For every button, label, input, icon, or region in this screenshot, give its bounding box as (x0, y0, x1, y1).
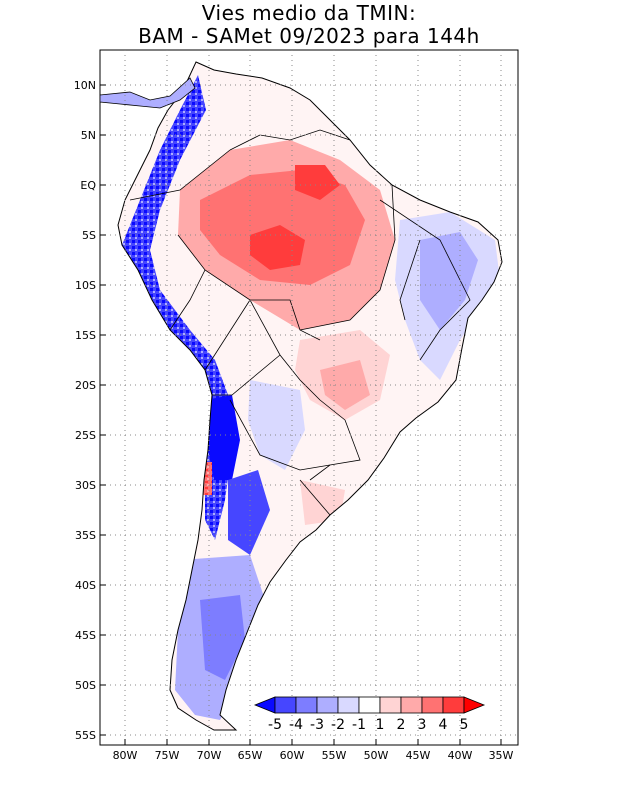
colorbar-label: 5 (460, 717, 469, 733)
colorbar-swatch (316, 696, 339, 714)
x-tick-label: 75W (155, 749, 180, 762)
colorbar-swatch (337, 696, 360, 714)
plot-title-line2: BAM - SAMet 09/2023 para 144h (138, 24, 480, 48)
cold-region-patagonia-core (200, 595, 245, 680)
plot-title-line1: Vies medio da TMIN: (201, 1, 417, 25)
x-tick-label: 55W (322, 749, 347, 762)
colorbar-swatch (442, 696, 465, 714)
colorbar-swatch (295, 696, 318, 714)
y-tick-label: 30S (75, 479, 96, 492)
warm-region-amazon-peak (250, 225, 305, 270)
colorbar-swatch (463, 696, 486, 714)
cold-region-andes (122, 75, 232, 540)
colorbar-label: -1 (352, 717, 366, 733)
y-tick-label: 5N (81, 129, 96, 142)
cold-region-chaco (248, 380, 305, 470)
y-tick-label: 55S (75, 729, 96, 742)
colorbar-swatch (421, 696, 444, 714)
y-tick-label: 10N (74, 79, 96, 92)
colorbar-label: -2 (331, 717, 345, 733)
colorbar-label: -4 (289, 717, 303, 733)
warm-region-guianas (295, 165, 340, 200)
grid-lines (100, 50, 518, 745)
colorbar-label: 3 (418, 717, 427, 733)
colorbar-label: 4 (439, 717, 448, 733)
y-tick-label: EQ (80, 179, 96, 192)
y-tick-label: 50S (75, 679, 96, 692)
colorbar-swatch (274, 696, 297, 714)
coastline (117, 61, 503, 731)
cold-region-atacama (205, 395, 240, 480)
y-tick-label: 45S (75, 629, 96, 642)
y-tick-label: 40S (75, 579, 96, 592)
x-tick-label: 60W (280, 749, 305, 762)
y-tick-label: 15S (75, 329, 96, 342)
colorbar-swatch (379, 696, 402, 714)
colorbar (253, 696, 486, 714)
land-shading (99, 61, 503, 731)
cold-region-northeast-core (420, 232, 478, 330)
x-tick-label: 35W (489, 749, 514, 762)
cold-region-argentina-west (228, 470, 270, 555)
y-tick-label: 10S (75, 279, 96, 292)
colorbar-label: -5 (268, 717, 282, 733)
colorbar-label: 1 (376, 717, 385, 733)
x-tick-label: 70W (197, 749, 222, 762)
x-tick-label: 80W (113, 749, 138, 762)
x-tick-label: 45W (406, 749, 431, 762)
central-america-fragment (99, 77, 196, 109)
y-tick-label: 35S (75, 529, 96, 542)
x-tick-label: 65W (238, 749, 263, 762)
x-tick-label: 40W (448, 749, 473, 762)
y-tick-label: 25S (75, 429, 96, 442)
colorbar-swatch (358, 696, 381, 714)
colorbar-swatch (400, 696, 423, 714)
colorbar-label: 2 (397, 717, 406, 733)
y-tick-label: 5S (82, 229, 96, 242)
y-tick-label: 20S (75, 379, 96, 392)
tick-marks (100, 84, 502, 745)
colorbar-label: -3 (310, 717, 324, 733)
x-tick-label: 50W (364, 749, 389, 762)
